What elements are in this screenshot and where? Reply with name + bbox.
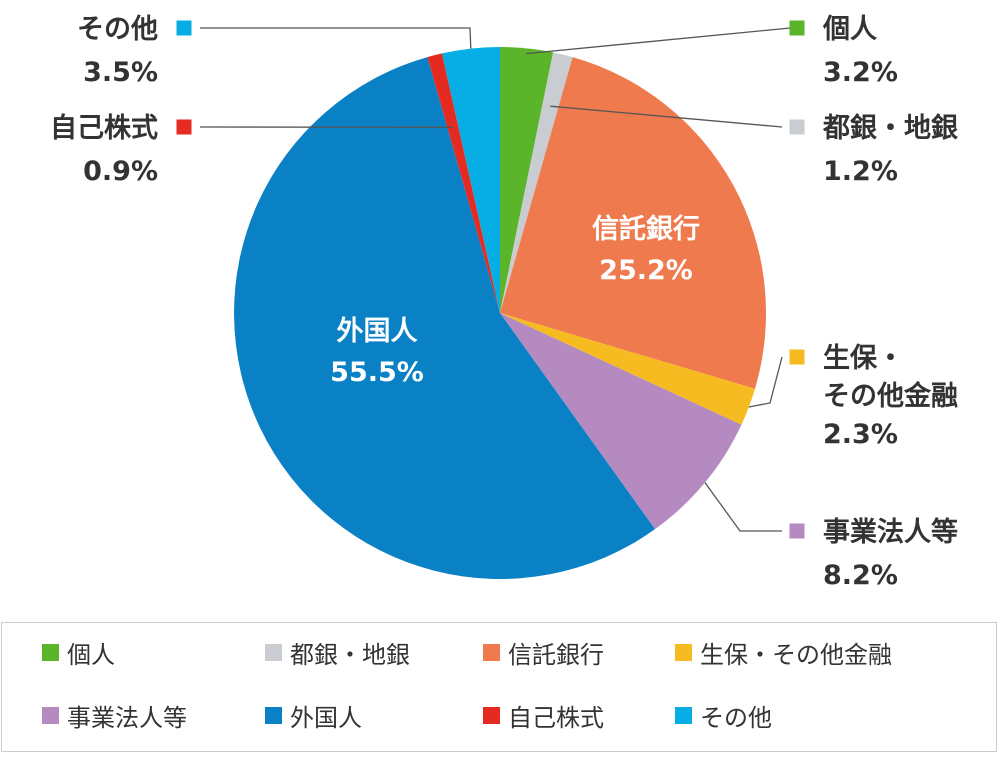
legend-swatch: [42, 643, 59, 661]
legend-item-seiho-sonota-kinyu: 生保・その他金融: [675, 637, 892, 669]
pie-slice-shintaku-ginko: [500, 57, 767, 389]
pie-slice-seiho-sonota-kinyu: [500, 313, 755, 425]
pie-slices: [234, 47, 767, 579]
leader-lines: [199, 27, 791, 532]
callout-marker-jigyo-hojin: [789, 523, 805, 539]
callout-name-kojin: 個人: [822, 14, 877, 45]
legend-item-jigyo-hojin: 事業法人等: [42, 700, 187, 732]
callout-marker-sonota: [176, 20, 192, 36]
callout-marker-jiko-kabushiki: [176, 119, 192, 135]
legend-label: 個人: [67, 640, 115, 669]
legend-item-jiko-kabushiki: 自己株式: [483, 700, 604, 732]
pie-slice-sonota: [441, 47, 500, 313]
callout-value-jiko-kabushiki: 0.9%: [83, 156, 158, 187]
pie-slice-toshigin-chigin: [500, 52, 573, 314]
leader-line-seiho-sonota-kinyu: [748, 356, 783, 408]
callout-name-toshigin-chigin: 都銀・地銀: [822, 113, 958, 144]
callout-labels: 個人 3.2% 都銀・地銀 1.2% 生保・その他金融 2.3% 事業法人等 8.2% 自己株式…: [50, 14, 958, 591]
legend-swatch: [675, 706, 692, 724]
legend-swatch: [483, 643, 500, 661]
inner-label-name-gaikokujin: 外国人: [337, 316, 418, 347]
legend-label: その他: [700, 703, 772, 732]
legend-swatch: [483, 706, 500, 724]
callout-name-seiho-sonota-kinyu: その他金融: [823, 380, 958, 412]
inner-label-name-shintaku-ginko: 信託銀行: [592, 213, 700, 245]
callout-value-jigyo-hojin: 8.2%: [823, 560, 898, 591]
pie-slice-gaikokujin: [234, 57, 656, 579]
legend-label: 信託銀行: [508, 640, 604, 669]
callout-name-sonota: その他: [77, 14, 158, 45]
callout-value-sonota: 3.5%: [83, 57, 158, 88]
legend-label: 事業法人等: [67, 703, 187, 732]
legend-label: 都銀・地銀: [290, 640, 410, 669]
callout-marker-kojin: [789, 20, 805, 36]
legend-item-kojin: 個人: [42, 637, 115, 669]
legend-item-toshigin-chigin: 都銀・地銀: [265, 637, 410, 669]
pie-slice-jiko-kabushiki: [427, 53, 500, 313]
leader-line-toshigin-chigin: [550, 105, 783, 128]
leader-line-jigyo-hojin: [704, 482, 782, 532]
legend-label: 自己株式: [508, 703, 604, 732]
pie-chart: 個人 3.2% 都銀・地銀 1.2% 生保・その他金融 2.3% 事業法人等 8.2% 自己株式…: [50, 14, 958, 591]
callout-name-jiko-kabushiki: 自己株式: [50, 112, 158, 144]
callout-value-kojin: 3.2%: [823, 57, 898, 88]
callout-name-seiho-sonota-kinyu: 生保・: [823, 343, 904, 374]
leader-line-kojin: [526, 27, 791, 55]
legend-item-sonota: その他: [675, 700, 772, 732]
pie-slice-jigyo-hojin: [500, 313, 742, 530]
callout-value-seiho-sonota-kinyu: 2.3%: [823, 419, 898, 450]
legend-swatch: [675, 643, 692, 661]
callout-marker-seiho-sonota-kinyu: [789, 349, 805, 365]
callout-marker-toshigin-chigin: [789, 119, 805, 135]
leader-line-sonota: [200, 27, 472, 49]
legend-label: 生保・その他金融: [700, 640, 892, 669]
legend-item-gaikokujin: 外国人: [265, 700, 362, 732]
callout-name-jigyo-hojin: 事業法人等: [823, 516, 958, 548]
legend-swatch: [265, 643, 282, 661]
inner-label-value-shintaku-ginko: 25.2%: [599, 255, 693, 286]
pie-slice-kojin: [500, 47, 554, 313]
inner-label-value-gaikokujin: 55.5%: [330, 357, 424, 388]
legend: 個人 都銀・地銀 信託銀行 生保・その他金融 事業法人等 外国人 自己株式 その…: [1, 622, 997, 752]
legend-label: 外国人: [290, 703, 362, 732]
legend-item-shintaku-ginko: 信託銀行: [483, 637, 604, 669]
legend-swatch: [42, 706, 59, 724]
callout-value-toshigin-chigin: 1.2%: [823, 156, 898, 187]
inner-labels: 信託銀行 25.2% 外国人 55.5%: [330, 213, 700, 388]
legend-swatch: [265, 706, 282, 724]
